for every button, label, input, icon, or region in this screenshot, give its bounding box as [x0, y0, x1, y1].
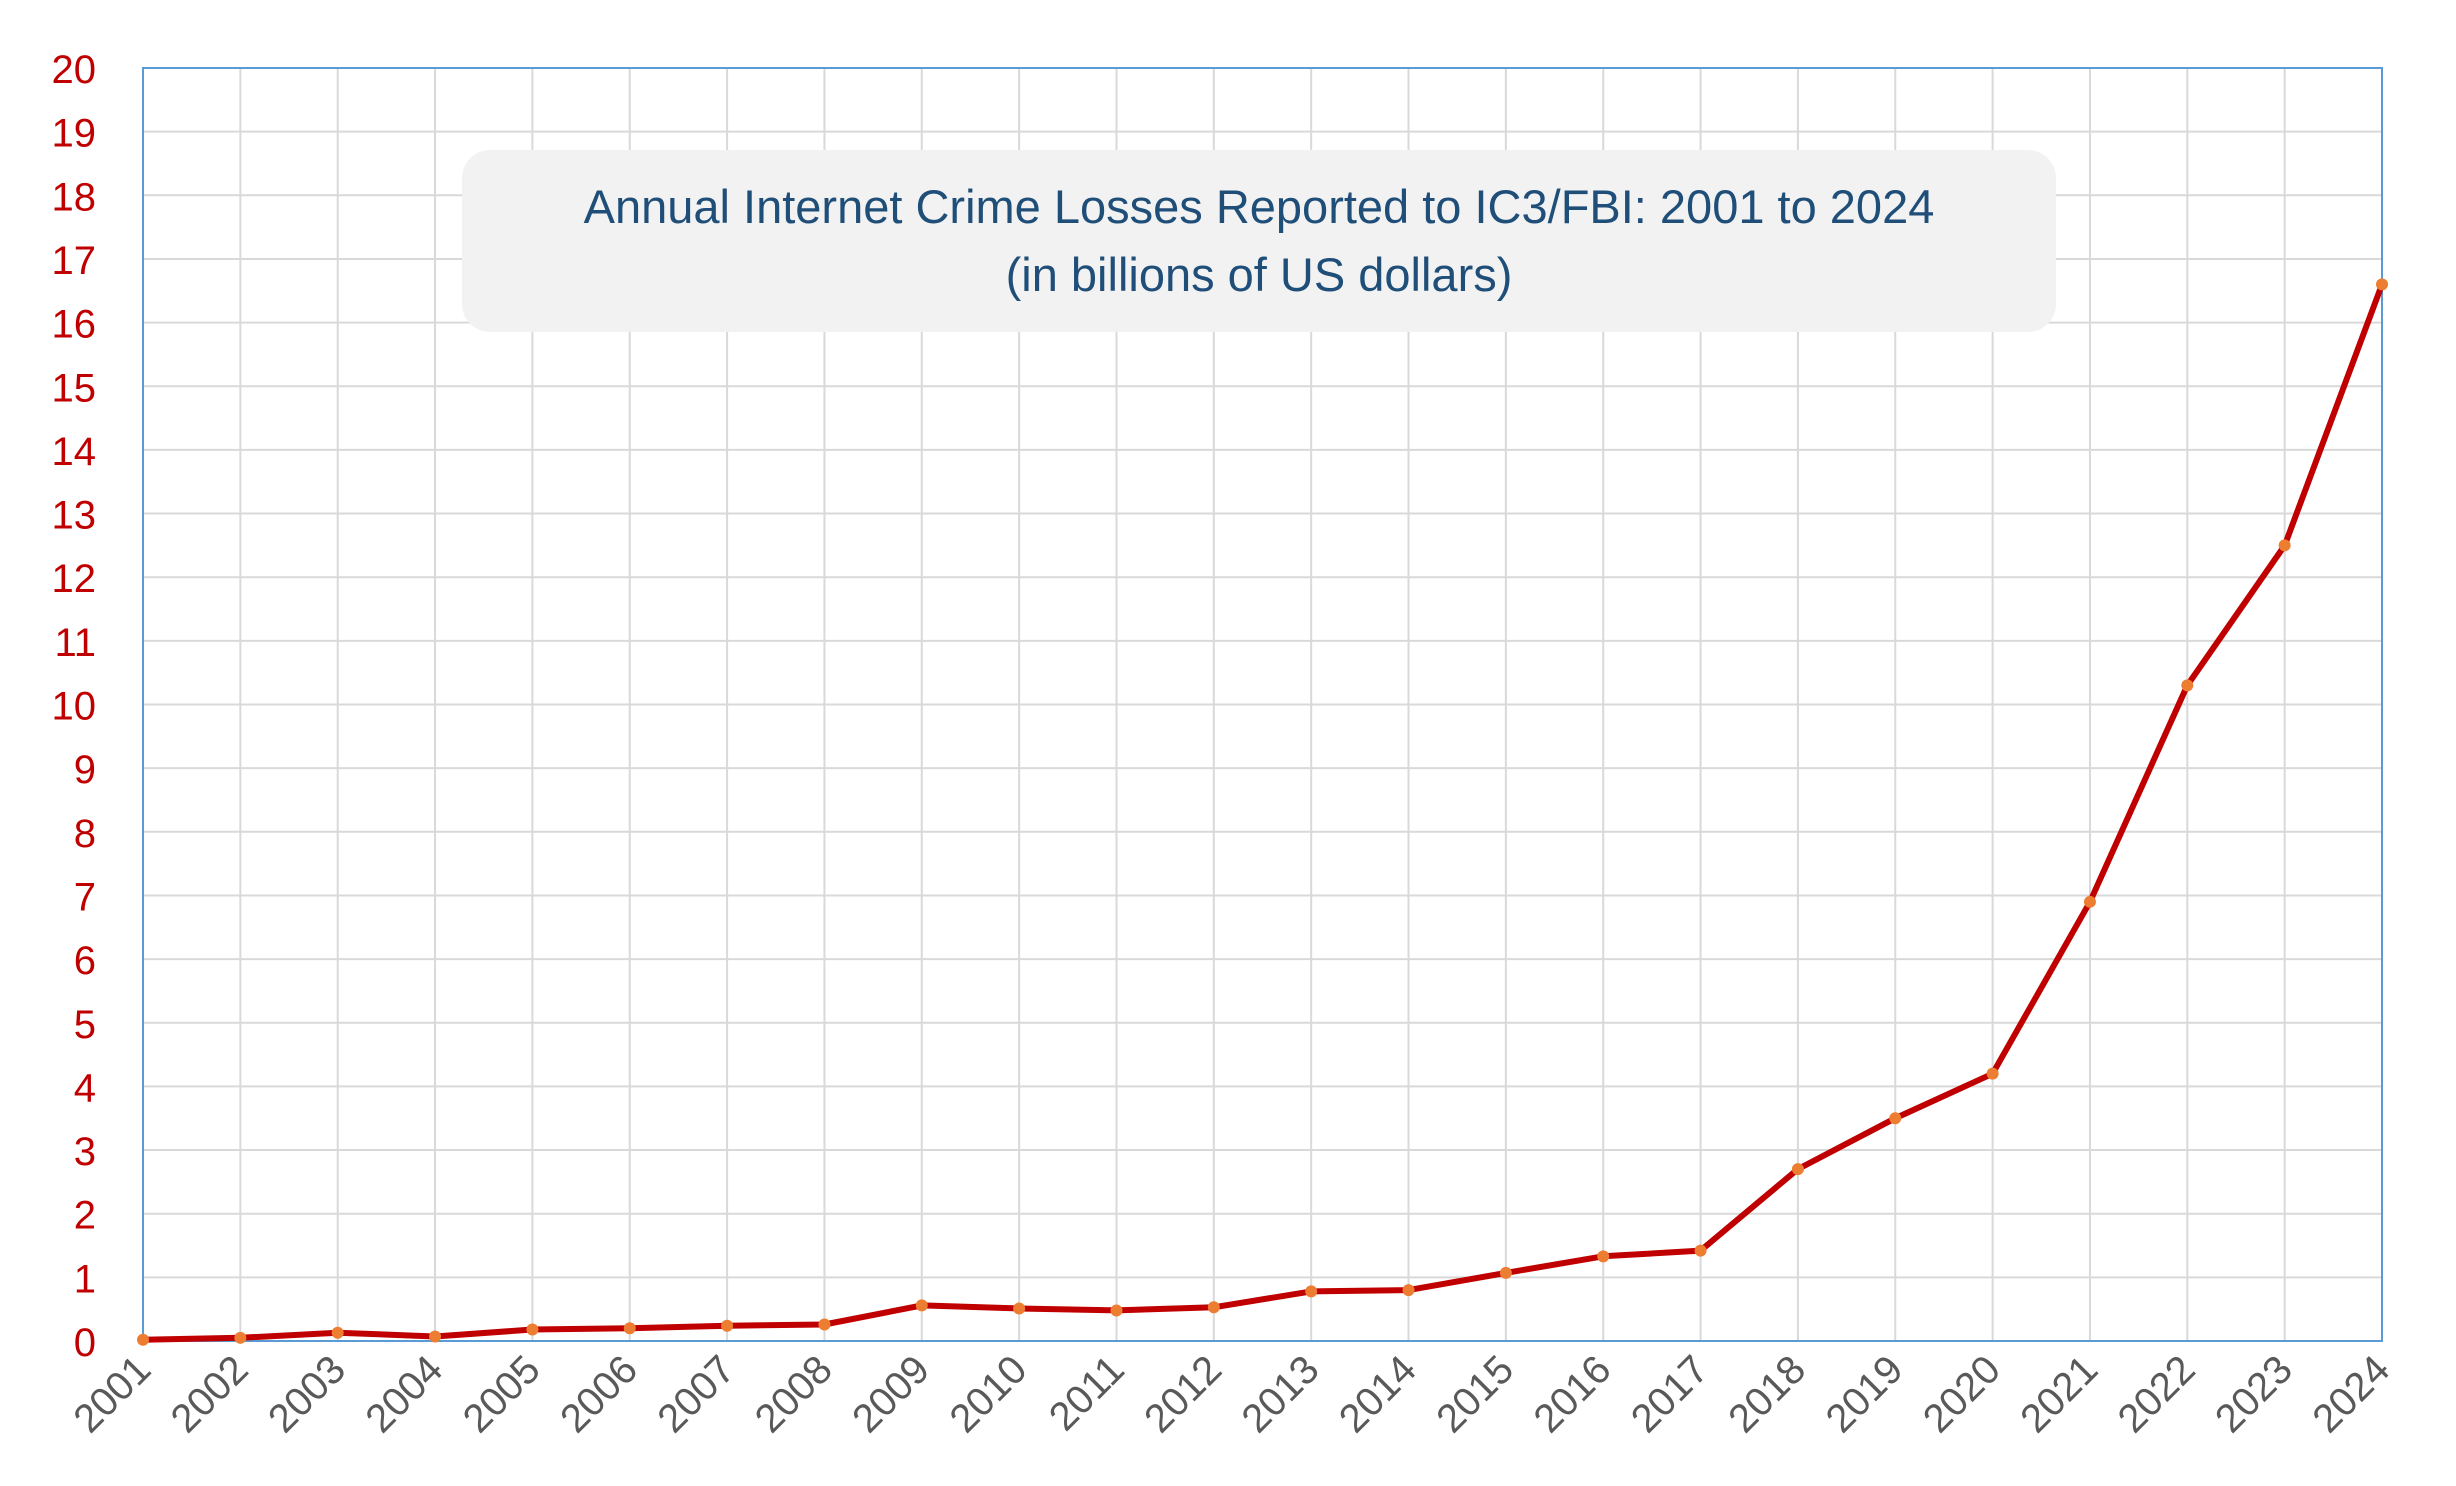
x-tick-label: 2003 — [260, 1347, 354, 1441]
data-point — [429, 1330, 442, 1343]
data-point — [1402, 1284, 1415, 1297]
x-tick-label: 2020 — [1915, 1347, 2009, 1441]
data-point — [2376, 278, 2388, 291]
x-tick-label: 2004 — [357, 1347, 451, 1441]
x-axis-ticks: 2001 2002 2003 2004 2005 2006 2007 2008 2009 2010… — [65, 1347, 2398, 1441]
x-tick-label: 2009 — [844, 1347, 938, 1441]
x-tick-label: 2007 — [649, 1347, 743, 1441]
data-point — [1207, 1301, 1220, 1314]
x-tick-label: 2010 — [941, 1347, 1035, 1441]
x-tick-label: 2016 — [1526, 1347, 1620, 1441]
plot-border — [142, 67, 2383, 1342]
x-tick-label: 2012 — [1136, 1347, 1230, 1441]
data-point — [2278, 539, 2291, 552]
y-tick-label: 10 — [52, 685, 97, 729]
chart-title: Annual Internet Crime Losses Reported to… — [583, 180, 1935, 233]
data-point — [1305, 1285, 1318, 1298]
x-tick-label: 2015 — [1428, 1347, 1522, 1441]
data-point — [1110, 1304, 1123, 1317]
x-tick-label: 2024 — [2304, 1347, 2398, 1441]
y-tick-label: 20 — [52, 48, 97, 92]
y-tick-label: 12 — [52, 557, 97, 601]
y-tick-label: 4 — [74, 1066, 96, 1110]
x-tick-label: 2018 — [1720, 1347, 1814, 1441]
x-tick-label: 2011 — [1041, 1347, 1133, 1439]
y-tick-label: 0 — [74, 1321, 96, 1365]
data-point — [1499, 1266, 1512, 1279]
y-tick-label: 9 — [74, 748, 96, 792]
data-point — [331, 1326, 344, 1339]
data-point — [1597, 1250, 1610, 1263]
x-tick-label: 2017 — [1623, 1347, 1717, 1441]
y-tick-label: 17 — [52, 239, 97, 283]
data-point — [623, 1322, 636, 1335]
y-tick-label: 15 — [52, 366, 97, 410]
y-tick-label: 3 — [74, 1130, 96, 1174]
data-point — [137, 1333, 149, 1346]
y-tick-label: 8 — [74, 812, 96, 856]
x-tick-label: 2008 — [747, 1347, 841, 1441]
data-point — [1986, 1067, 1999, 1080]
y-tick-label: 2 — [74, 1194, 96, 1238]
y-tick-label: 5 — [74, 1003, 96, 1047]
x-tick-label: 2022 — [2110, 1347, 2204, 1441]
x-tick-label: 2002 — [163, 1347, 257, 1441]
data-point — [234, 1331, 247, 1344]
y-tick-label: 6 — [74, 939, 96, 983]
x-tick-label: 2006 — [552, 1347, 646, 1441]
x-tick-label: 2023 — [2207, 1347, 2301, 1441]
y-tick-label: 13 — [52, 494, 97, 538]
x-tick-label: 2014 — [1331, 1347, 1425, 1441]
data-point — [2083, 895, 2096, 908]
y-tick-label: 1 — [74, 1257, 96, 1301]
data-point — [1889, 1112, 1902, 1125]
y-tick-label: 14 — [52, 430, 97, 474]
x-tick-label: 2021 — [2012, 1347, 2106, 1441]
data-point — [2181, 679, 2194, 692]
data-point — [1791, 1163, 1804, 1176]
x-tick-label: 2019 — [1818, 1347, 1912, 1441]
data-point — [526, 1323, 539, 1336]
series-line — [140, 281, 2385, 1343]
y-tick-label: 11 — [54, 621, 96, 665]
data-point — [818, 1318, 831, 1331]
y-tick-label: 16 — [52, 303, 97, 347]
data-point — [1013, 1302, 1026, 1315]
series-layer — [137, 278, 2388, 1346]
x-tick-label: 2005 — [455, 1347, 549, 1441]
y-tick-label: 7 — [74, 875, 96, 919]
chart-subtitle: (in billions of US dollars) — [1005, 248, 1513, 301]
y-tick-label: 19 — [52, 112, 97, 156]
data-point — [721, 1319, 734, 1332]
chart-title-box: Annual Internet Crime Losses Reported to… — [462, 150, 2056, 332]
x-tick-label: 2013 — [1234, 1347, 1328, 1441]
data-point — [1694, 1244, 1707, 1257]
y-tick-label: 18 — [52, 175, 97, 219]
data-point — [915, 1299, 928, 1312]
